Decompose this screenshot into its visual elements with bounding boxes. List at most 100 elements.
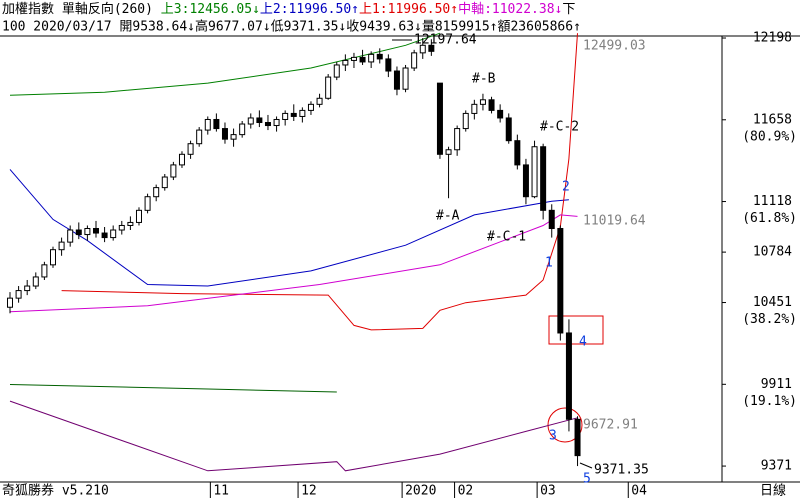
fib-label: (19.1%) <box>742 394 797 409</box>
y-tick-label: 12198 <box>753 31 792 46</box>
candle-body <box>221 128 228 140</box>
candle-body <box>256 117 263 124</box>
candle-body <box>557 227 564 334</box>
annotation: #-C-2 <box>540 120 579 135</box>
band-line <box>9 32 441 96</box>
header-item: 下 <box>562 2 575 17</box>
candle-body <box>531 146 538 198</box>
annotation: #-A <box>436 209 460 224</box>
annotation: 9371.35 <box>594 463 649 478</box>
y-tick-label: 10784 <box>753 245 792 260</box>
candle-body <box>342 59 349 66</box>
candle-body <box>230 134 237 140</box>
candle-body <box>462 112 469 130</box>
candle-body <box>565 332 572 420</box>
candle-body <box>436 82 443 155</box>
candle-body <box>290 112 297 117</box>
candle-body <box>32 276 39 287</box>
candle-body <box>393 70 400 90</box>
x-tick-label: 03 <box>540 484 556 499</box>
x-tick-label: 2020 <box>405 484 436 499</box>
candle-body <box>522 164 529 198</box>
band-line <box>9 400 578 472</box>
x-tick-label: 12 <box>301 484 317 499</box>
annotation: 2 <box>562 180 570 195</box>
header-line1: 加權指數 單軸反向(260) 上3:12456.05↓上2:11996.50↑上… <box>2 1 575 17</box>
candle-body <box>239 123 246 136</box>
annotation: 4 <box>579 335 587 350</box>
candle-body <box>419 44 426 54</box>
candle-body <box>196 129 203 145</box>
annotation: 12499.03 <box>583 39 646 54</box>
candle-body <box>135 209 142 223</box>
candle-body <box>273 118 280 127</box>
band-line <box>9 384 337 393</box>
candle-body <box>153 187 160 198</box>
candle-body <box>24 285 31 292</box>
y-tick-label: 9911 <box>761 377 792 392</box>
band-line <box>9 214 578 313</box>
candle-body <box>325 76 332 99</box>
y-tick-label: 11118 <box>753 194 792 209</box>
candle-body <box>333 64 340 78</box>
app-version: 奇狐勝券 v5.210 <box>2 483 109 499</box>
candle-body <box>359 56 366 63</box>
candle-body <box>368 53 375 63</box>
candle-body <box>178 153 185 166</box>
candle-body <box>170 164 177 178</box>
candle-body <box>548 209 555 229</box>
candle-body <box>58 241 65 251</box>
candle-body <box>454 128 461 151</box>
candle-body <box>75 229 82 236</box>
y-tick-label: 10451 <box>753 295 792 310</box>
candle-body <box>247 117 254 125</box>
candle-body <box>428 44 435 52</box>
candle-body <box>402 67 409 90</box>
candle-body <box>505 117 512 142</box>
candle-body <box>118 224 125 231</box>
candle-body <box>411 52 418 69</box>
candle-body <box>514 140 521 166</box>
candle-body <box>127 221 134 226</box>
candle-body <box>445 149 452 155</box>
annotation: #-C-1 <box>487 230 526 245</box>
candle-body <box>144 196 151 211</box>
header-item: 中軸:11022.38↓ <box>458 2 562 17</box>
candle-body <box>264 122 271 127</box>
highlight-circle <box>547 407 583 443</box>
candle-body <box>316 97 323 105</box>
candle-body <box>49 249 56 266</box>
candle-body <box>488 99 495 111</box>
header-item: 加權指數 單軸反向(260) <box>2 1 161 17</box>
header-line2: 100 2020/03/17 開9538.64↓高9677.07↓低9371.3… <box>2 19 581 35</box>
header-item: 上1:11996.50↑ <box>359 2 458 17</box>
candle-body <box>471 103 478 114</box>
candle-body <box>376 53 383 60</box>
candle-body <box>213 118 220 130</box>
fib-label: (38.2%) <box>742 312 797 327</box>
header-item: 上2:11996.50↑ <box>260 2 359 17</box>
candle-body <box>6 297 13 308</box>
annotation: 3 <box>549 429 557 444</box>
candle-body <box>187 143 194 155</box>
highlight-box <box>548 315 604 345</box>
candle-body <box>101 232 108 239</box>
candle-body <box>67 229 74 243</box>
x-tick-label: 02 <box>458 484 474 499</box>
leader-line <box>579 462 593 469</box>
candle-body <box>307 103 314 111</box>
candle-body <box>110 229 117 239</box>
annotation: 12197.64 <box>414 33 477 48</box>
annotation: #-B <box>472 72 496 87</box>
period-label: 日線 <box>760 483 786 499</box>
candle-body <box>41 264 48 278</box>
header-item: 上3:12456.05↓ <box>161 2 260 17</box>
candle-body <box>92 227 99 234</box>
candle-body <box>84 227 91 236</box>
candle-body <box>497 109 504 119</box>
annotation: 1 <box>545 256 553 271</box>
x-tick-label: 04 <box>631 484 647 499</box>
candle-body <box>204 118 211 131</box>
